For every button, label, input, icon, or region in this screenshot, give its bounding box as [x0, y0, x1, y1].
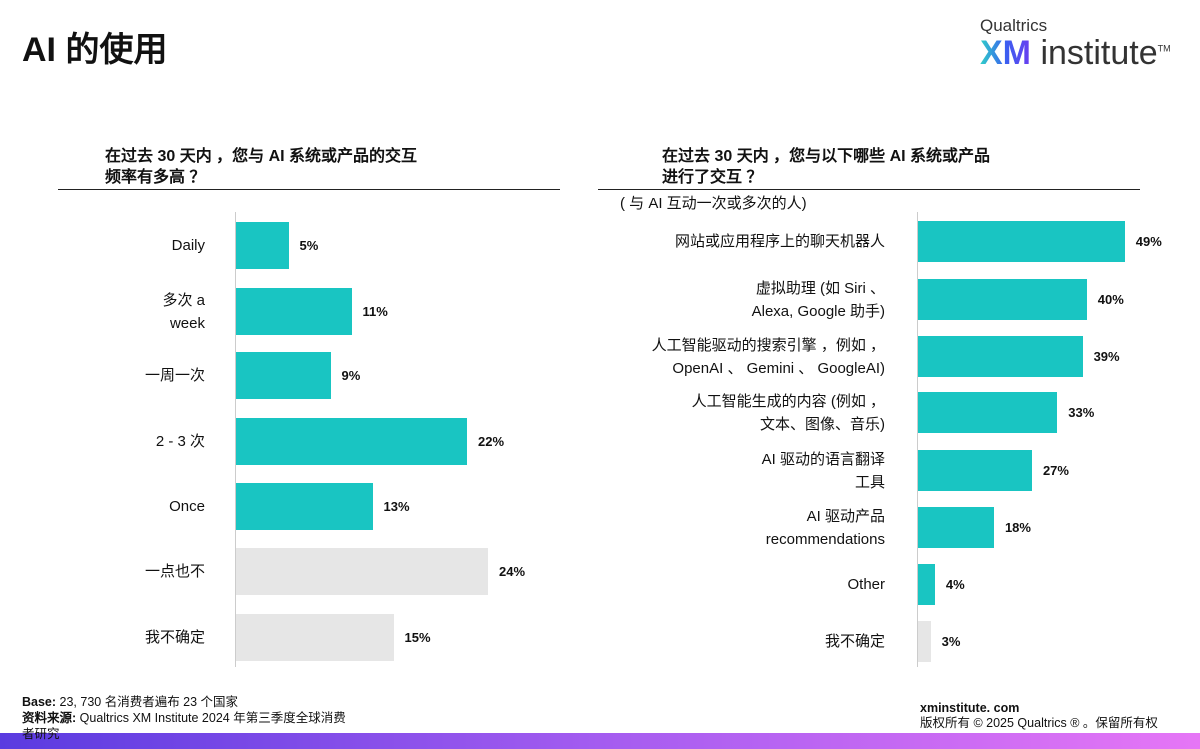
category-label: 人工智能生成的内容 (例如 ， 文本、图像、音乐) [691, 392, 885, 433]
bar [236, 352, 331, 399]
footer-site[interactable]: xminstitute. com [920, 701, 1020, 715]
bar [236, 614, 394, 661]
left-chart-title: 在过去 30 天内 ，您与 AI 系统或产品的交互 频率有多高 ？ [105, 148, 418, 186]
right-chart-title: 在过去 30 天内 ，您与以下哪些 AI 系统或产品 进行了交互 ？ [662, 148, 991, 186]
bar [236, 222, 289, 269]
category-label: 人工智能驱动的搜索引擎 ，例如 ， OpenAI 、 Gemini 、 Goog… [651, 336, 885, 377]
bar [236, 288, 352, 335]
value-label: 49% [1135, 233, 1162, 249]
source-label: 资料来源: [22, 711, 77, 725]
value-label: 5% [299, 237, 319, 253]
category-label: 2 - 3 次 [155, 433, 205, 450]
value-label: 9% [341, 367, 361, 383]
category-label: 一点也不 [144, 563, 205, 580]
value-label: 13% [383, 498, 410, 514]
footer-source: 资料来源: Qualtrics XM Institute 2024 年第三季度全… [22, 711, 346, 726]
footer-base: Base: 23, 730 名消费者遍布 23 个国家 [22, 695, 238, 710]
bar [918, 507, 994, 548]
logo-qualtrics: Qualtrics [980, 16, 1048, 35]
category-label: Daily [171, 237, 205, 254]
category-label: 多次 a week [162, 291, 205, 332]
page-title: AI 的使用 [22, 31, 168, 69]
value-label: 39% [1093, 348, 1120, 364]
value-label: 33% [1068, 404, 1095, 420]
value-label: 11% [362, 303, 388, 319]
bottom-gradient-bar [0, 733, 1200, 749]
value-label: 27% [1042, 462, 1069, 478]
left-axis [235, 212, 236, 667]
value-label: 18% [1004, 519, 1031, 535]
bar [236, 548, 488, 595]
bar [918, 564, 935, 605]
category-label: AI 驱动产品 recommendations [765, 507, 885, 548]
category-label: AI 驱动的语言翻译 工具 [761, 450, 885, 491]
value-label: 40% [1097, 291, 1124, 307]
logo-xm: XM [980, 34, 1031, 72]
bar [918, 336, 1083, 377]
category-label: 一周一次 [144, 367, 205, 384]
bar [918, 621, 931, 662]
value-label: 3% [941, 633, 961, 649]
base-text: 23, 730 名消费者遍布 23 个国家 [59, 695, 239, 709]
category-label: Other [847, 576, 885, 593]
logo-tm: TM [1157, 43, 1171, 54]
value-label: 22% [478, 433, 505, 449]
category-label: 虚拟助理 (如 Siri 、 Alexa, Google 助手) [751, 279, 885, 320]
value-label: 24% [499, 563, 526, 579]
right-axis [917, 212, 918, 667]
footer-copyright: 版权所有 © 2025 Qualtrics ® 。保留所有权 [920, 716, 1158, 730]
footer-source-2: 者研究 [22, 727, 60, 741]
left-title-rule [58, 189, 560, 190]
logo-xm-institute: XM instituteTM [980, 34, 1171, 73]
bar [236, 418, 467, 465]
base-label: Base: [22, 695, 57, 709]
bar [918, 221, 1125, 262]
category-label: 我不确定 [824, 633, 885, 650]
value-label: 4% [945, 576, 965, 592]
right-title-rule [598, 189, 1140, 190]
bar [918, 450, 1032, 491]
category-label: Once [169, 498, 205, 515]
value-label: 15% [404, 629, 431, 645]
source-text: Qualtrics XM Institute 2024 年第三季度全球消费 [79, 711, 346, 725]
bar [236, 483, 373, 530]
category-label: 网站或应用程序上的聊天机器人 [674, 233, 885, 250]
category-label: 我不确定 [144, 629, 205, 646]
right-chart-subtitle: ( 与 AI 互动一次或多次的人) [620, 195, 807, 212]
bar [918, 392, 1058, 433]
logo-institute: institute [1040, 34, 1158, 72]
bar [918, 279, 1087, 320]
